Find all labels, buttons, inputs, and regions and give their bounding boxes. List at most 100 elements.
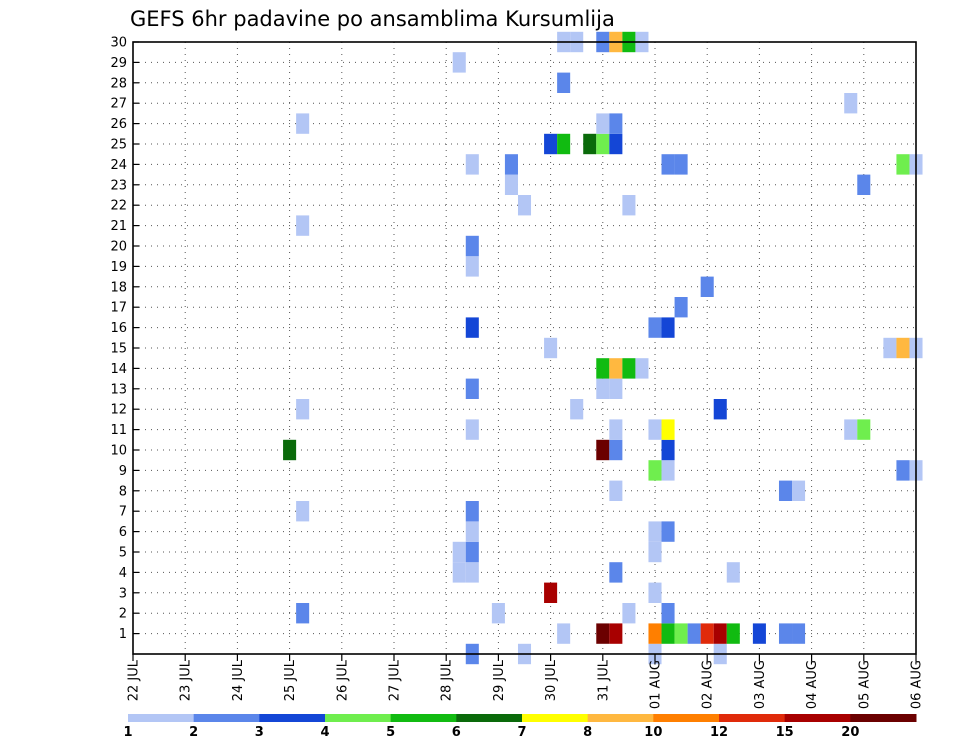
y-tick-label: 7 [119, 505, 127, 520]
y-tick-label: 22 [110, 199, 127, 214]
colorbar-segment [325, 714, 392, 722]
precip-cell [465, 501, 479, 522]
x-tick-label: 26 JUL [335, 659, 350, 701]
precip-cell [570, 399, 584, 420]
y-tick-label: 17 [110, 301, 127, 316]
precip-cell [778, 623, 793, 644]
y-tick-label: 4 [119, 566, 127, 581]
precip-cell [700, 276, 714, 297]
precip-cell [296, 501, 310, 522]
precip-cell [674, 154, 688, 175]
x-tick-label: 27 JUL [388, 659, 403, 701]
y-tick-label: 13 [110, 382, 127, 397]
y-tick-label: 19 [110, 260, 127, 275]
precip-cell [452, 562, 466, 583]
precip-cell [661, 154, 675, 175]
colorbar-level-label: 3 [255, 725, 264, 740]
precip-cell [726, 623, 740, 644]
precip-cell [544, 582, 558, 603]
precip-cell [596, 623, 610, 644]
precip-cell [661, 439, 675, 461]
colorbar-segment [259, 714, 326, 722]
precip-cell [661, 460, 675, 481]
y-tick-label: 2 [119, 607, 127, 622]
colorbar-segment [850, 714, 917, 722]
y-tick-label: 16 [110, 321, 127, 336]
precip-cell [609, 378, 623, 399]
y-tick-label: 15 [110, 342, 127, 357]
precip-cell [648, 623, 662, 644]
y-tick-label: 23 [110, 178, 127, 193]
precip-cell [661, 317, 675, 338]
precip-cell [792, 480, 806, 501]
precip-cell [883, 337, 897, 359]
precip-cell [465, 521, 479, 542]
precip-cell [557, 72, 571, 93]
colorbar-level-label: 5 [386, 725, 395, 740]
x-axis: 22 JUL 23 JUL 24 JUL 25 JUL 26 JUL 27 JUL 28 J… [127, 654, 925, 709]
precip-cell [504, 154, 518, 175]
precip-cell [661, 419, 675, 440]
precip-cell [713, 399, 727, 420]
precip-cell [465, 419, 479, 440]
y-tick-label: 30 [110, 36, 127, 51]
x-tick-label: 30 JUL [544, 659, 559, 701]
precip-cell [609, 439, 623, 461]
precip-cell [844, 93, 858, 114]
precip-cell [726, 562, 740, 583]
colorbar-level-label: 12 [710, 725, 728, 740]
precip-cell [661, 623, 675, 644]
precip-cell [296, 399, 310, 420]
precip-cell [465, 541, 479, 563]
precip-cell [504, 174, 518, 195]
precip-cell [491, 603, 505, 624]
colorbar-level-label: 7 [517, 725, 526, 740]
x-tick-label: 23 JUL [179, 659, 194, 701]
y-tick-label: 3 [119, 586, 127, 601]
precip-cell [557, 623, 571, 644]
colorbar-level-label: 6 [452, 725, 461, 740]
colorbar-level-label: 20 [841, 725, 859, 740]
precip-cell [609, 113, 623, 134]
precip-cell [583, 133, 597, 155]
x-tick-label: 29 JUL [492, 659, 507, 701]
y-tick-label: 5 [119, 546, 127, 561]
y-tick-label: 25 [110, 138, 127, 153]
precip-cell [452, 541, 466, 563]
y-tick-label: 14 [110, 362, 127, 377]
colorbar-segment [653, 714, 720, 722]
y-tick-label: 26 [110, 117, 127, 132]
colorbar-level-label: 1 [123, 725, 132, 740]
y-tick-label: 9 [119, 464, 127, 479]
precip-cell [283, 439, 297, 461]
precip-cell [465, 317, 479, 338]
colorbar-segment [587, 714, 654, 722]
precip-cell [465, 235, 479, 257]
x-tick-label: 06 AUG [910, 660, 925, 709]
precip-cell [596, 358, 610, 379]
y-tick-label: 10 [110, 444, 127, 459]
precip-cell [648, 582, 662, 603]
colorbar-segment [128, 714, 195, 722]
precip-cell [596, 113, 610, 134]
precip-cell [661, 603, 675, 624]
precip-cell [687, 623, 701, 644]
precip-cell [844, 419, 858, 440]
precip-cell [557, 133, 571, 155]
x-tick-label: 28 JUL [440, 659, 455, 701]
x-tick-label: 31 JUL [596, 659, 611, 701]
precip-cell [296, 113, 310, 134]
plot-frame [132, 41, 917, 655]
precip-cell [674, 623, 688, 644]
y-tick-label: 1 [119, 627, 127, 642]
y-tick-label: 12 [110, 403, 127, 418]
colorbar-segment [784, 714, 851, 722]
x-tick-label: 05 AUG [857, 660, 872, 709]
precip-cell [635, 358, 649, 379]
precip-cell [896, 460, 910, 481]
precip-cell [713, 623, 727, 644]
y-tick-label: 24 [110, 158, 127, 173]
precip-cell [622, 358, 636, 379]
precip-cell [609, 623, 623, 644]
precip-cell [609, 562, 623, 583]
